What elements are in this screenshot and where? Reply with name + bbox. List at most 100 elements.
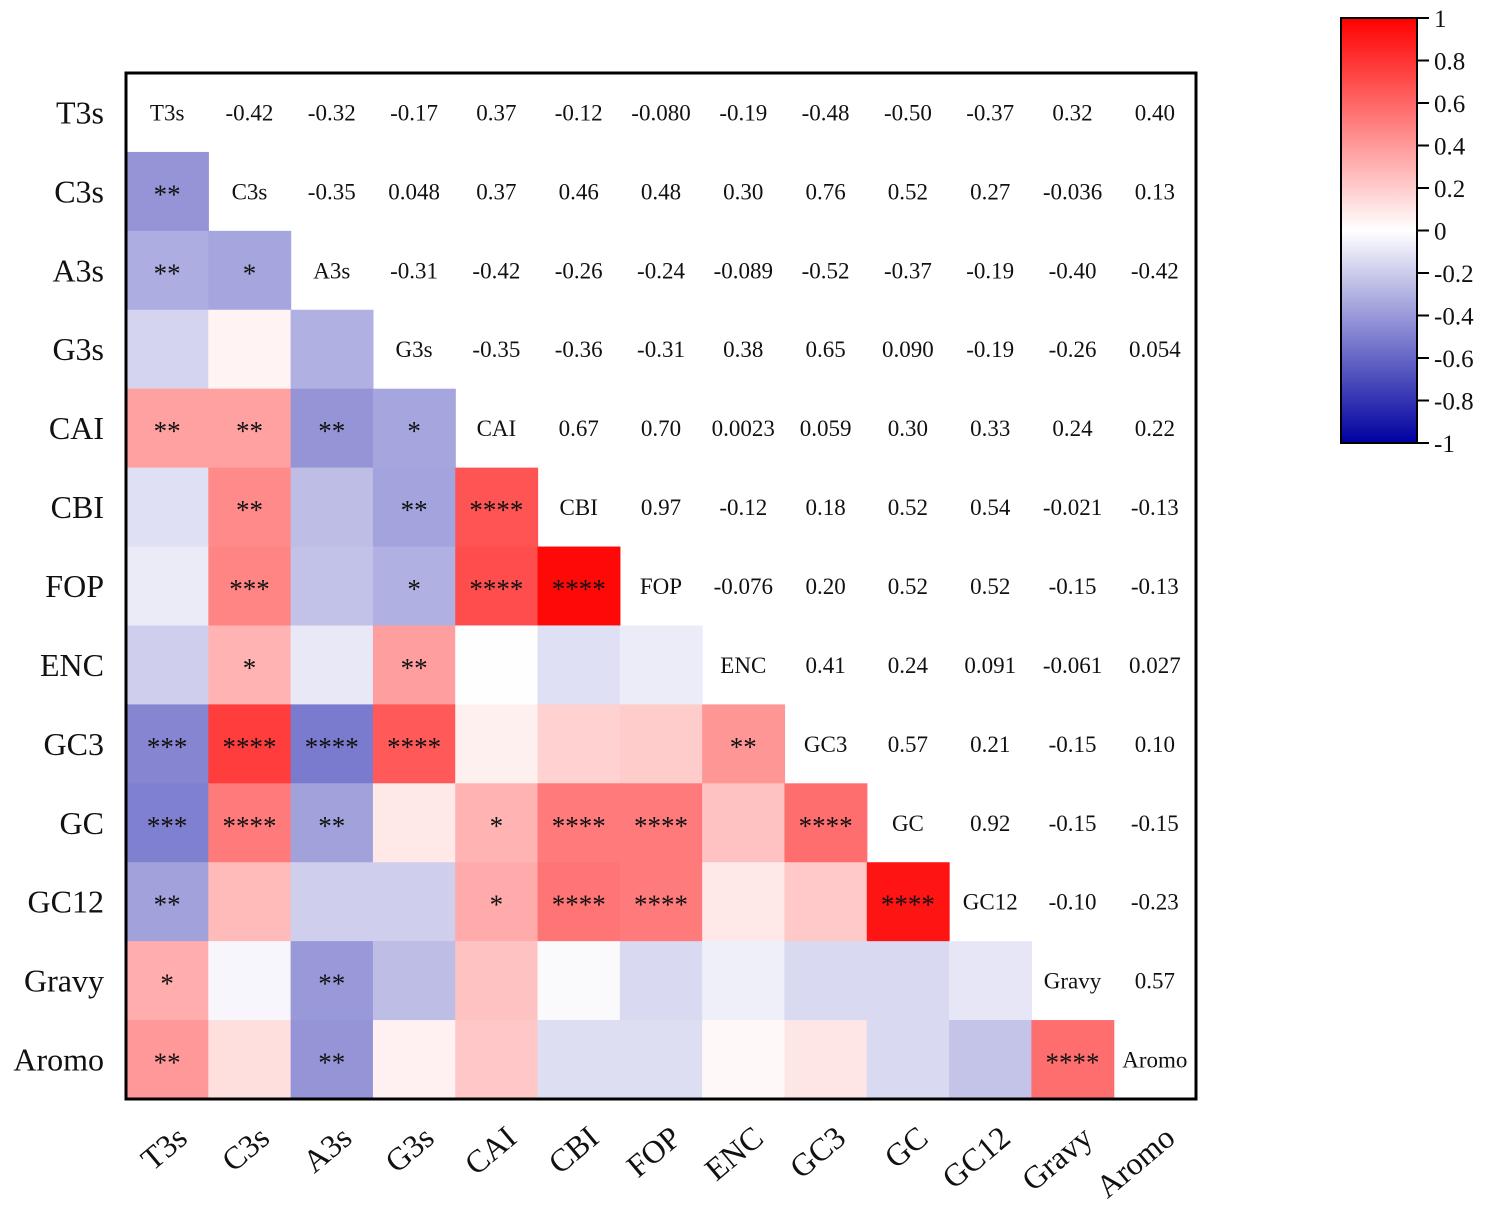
- corr-value-CBI-Aromo: -0.13: [1131, 495, 1179, 520]
- corr-value-GC3-GC12: 0.21: [970, 732, 1010, 757]
- corr-value-FOP-ENC: -0.076: [714, 574, 773, 599]
- colorbar-tick-label: -1: [1434, 431, 1455, 458]
- corr-value-CAI-ENC: 0.0023: [712, 416, 775, 441]
- colorbar-tick-label: 0.2: [1434, 176, 1465, 203]
- corr-value-A3s-Aromo: -0.42: [1131, 258, 1179, 283]
- heatmap-cell-CBI-CAI: [455, 467, 539, 548]
- row-label-CBI: CBI: [51, 489, 104, 525]
- diagonal-label-FOP: FOP: [640, 574, 682, 599]
- heatmap-cell-Gravy-C3s: [208, 941, 292, 1021]
- col-label-Gravy: Gravy: [1015, 1119, 1099, 1198]
- significance-A3s-C3s: *: [243, 258, 257, 288]
- colorbar-tick-label: 0: [1434, 219, 1447, 246]
- heatmap-cell-FOP-CAI: [455, 546, 539, 627]
- corr-value-CAI-GC: 0.30: [888, 416, 928, 441]
- corr-value-CAI-GC12: 0.33: [970, 416, 1010, 441]
- colorbar-tick-label: 0.6: [1434, 91, 1465, 118]
- col-label-CBI: CBI: [541, 1119, 605, 1181]
- corr-value-CBI-GC: 0.52: [888, 495, 928, 520]
- col-label-GC12: GC12: [935, 1119, 1017, 1196]
- diagonal-label-C3s: C3s: [232, 179, 268, 204]
- significance-CBI-G3s: **: [401, 495, 428, 525]
- heatmap-cell-A3s-T3s: [126, 230, 209, 311]
- row-label-Gravy: Gravy: [24, 963, 104, 999]
- colorbar-tick-label: -0.2: [1434, 261, 1474, 288]
- heatmap-cell-Aromo-GC12: [949, 1020, 1032, 1100]
- corr-value-GC-GC12: 0.92: [970, 811, 1010, 836]
- heatmap-cell-GC3-CAI: [455, 704, 539, 784]
- heatmap-cell-GC-FOP: [619, 783, 703, 863]
- corr-value-A3s-CAI: -0.42: [472, 258, 520, 283]
- heatmap-cell-Gravy-FOP: [619, 941, 703, 1021]
- corr-value-A3s-GC3: -0.52: [802, 258, 850, 283]
- heatmap-cell-Aromo-G3s: [372, 1020, 456, 1100]
- significance-FOP-CBI: ****: [552, 574, 606, 604]
- corr-value-A3s-GC12: -0.19: [966, 258, 1014, 283]
- row-label-ENC: ENC: [40, 647, 104, 683]
- heatmap-cell-Aromo-CAI: [455, 1020, 539, 1100]
- significance-GC12-CBI: ****: [552, 890, 606, 920]
- col-label-GC: GC: [877, 1119, 934, 1175]
- significance-Gravy-A3s: **: [318, 969, 345, 999]
- diagonal-label-CBI: CBI: [560, 495, 598, 520]
- heatmap-cell-GC12-GC: [866, 862, 950, 942]
- col-label-GC3: GC3: [783, 1119, 852, 1185]
- corr-value-C3s-FOP: 0.48: [641, 179, 681, 204]
- heatmap-cell-GC12-T3s: [126, 862, 209, 942]
- corr-value-ENC-Gravy: -0.061: [1043, 653, 1102, 678]
- heatmap-cell-Aromo-Gravy: [1031, 1020, 1115, 1100]
- row-label-Aromo: Aromo: [13, 1042, 104, 1078]
- colorbar-tick-label: -0.6: [1434, 346, 1474, 373]
- colorbar-tick-label: -0.8: [1434, 389, 1474, 416]
- corr-value-C3s-ENC: 0.30: [723, 179, 763, 204]
- heatmap-cell-GC-CAI: [455, 783, 539, 863]
- heatmap-cell-Gravy-CAI: [455, 941, 539, 1021]
- corr-value-C3s-G3s: 0.048: [388, 179, 440, 204]
- corr-value-GC-Gravy: -0.15: [1049, 811, 1097, 836]
- diagonal-label-Gravy: Gravy: [1044, 969, 1102, 994]
- col-label-G3s: G3s: [378, 1119, 441, 1180]
- diagonal-label-G3s: G3s: [396, 337, 433, 362]
- colorbar-tick-label: -0.4: [1434, 304, 1474, 331]
- colorbar-gradient: [1340, 17, 1418, 444]
- corr-value-CBI-GC12: 0.54: [970, 495, 1011, 520]
- corr-value-T3s-CBI: -0.12: [555, 100, 603, 125]
- corr-value-G3s-GC: 0.090: [882, 337, 934, 362]
- heatmap-cell-ENC-CAI: [455, 625, 539, 705]
- heatmap-cell-GC3-A3s: [290, 704, 374, 784]
- diagonal-label-A3s: A3s: [313, 258, 350, 283]
- row-label-FOP: FOP: [45, 568, 104, 604]
- heatmap-cell-GC-G3s: [372, 783, 456, 863]
- significance-GC12-T3s: **: [154, 890, 181, 920]
- significance-CBI-CAI: ****: [469, 495, 523, 525]
- heatmap-cell-ENC-CBI: [537, 625, 621, 705]
- heatmap-cell-Gravy-CBI: [537, 941, 621, 1021]
- corr-value-T3s-FOP: -0.080: [631, 100, 690, 125]
- row-label-GC: GC: [60, 805, 104, 841]
- col-label-CAI: CAI: [458, 1119, 523, 1182]
- significance-FOP-C3s: ***: [229, 574, 270, 604]
- significance-Aromo-T3s: **: [154, 1048, 181, 1078]
- diagonal-label-GC: GC: [892, 811, 924, 836]
- heatmap-frame: [124, 71, 1198, 1101]
- corr-value-GC3-GC: 0.57: [888, 732, 928, 757]
- heatmap-cell-G3s-C3s: [208, 309, 292, 390]
- heatmap-cell-FOP-T3s: [126, 546, 209, 627]
- corr-value-C3s-CAI: 0.37: [476, 179, 516, 204]
- heatmap-cell-Aromo-GC3: [784, 1020, 868, 1100]
- significance-GC-FOP: ****: [634, 811, 688, 841]
- heatmap-cell-GC-C3s: [208, 783, 292, 863]
- corr-value-GC3-Aromo: 0.10: [1135, 732, 1175, 757]
- corr-value-T3s-Aromo: 0.40: [1135, 100, 1175, 125]
- corr-value-CBI-GC3: 0.18: [805, 495, 845, 520]
- row-label-G3s: G3s: [52, 331, 104, 367]
- corr-value-A3s-GC: -0.37: [884, 258, 932, 283]
- significance-CAI-G3s: *: [407, 416, 421, 446]
- significance-C3s-T3s: **: [154, 179, 181, 209]
- corr-value-GC3-Gravy: -0.15: [1049, 732, 1097, 757]
- corr-value-T3s-Gravy: 0.32: [1052, 100, 1092, 125]
- heatmap-cell-Gravy-G3s: [372, 941, 456, 1021]
- corr-value-ENC-GC3: 0.41: [805, 653, 845, 678]
- heatmap-cell-CAI-G3s: [372, 388, 456, 469]
- heatmap-cell-FOP-CBI: [537, 546, 621, 627]
